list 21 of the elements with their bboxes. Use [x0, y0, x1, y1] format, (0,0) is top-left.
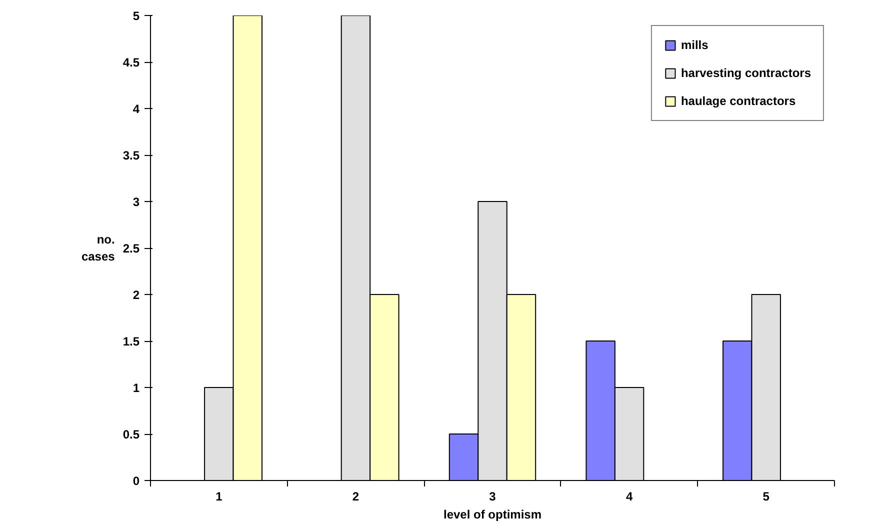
x-tick-label: 4: [626, 490, 633, 504]
legend-label: haulage contractors: [680, 94, 796, 108]
y-tick-label: 2: [132, 288, 140, 302]
y-tick-label: 3.5: [122, 148, 140, 162]
y-tick-label: 0: [132, 474, 140, 488]
x-tick-label: 1: [216, 490, 223, 504]
y-tick-label: 1.5: [122, 334, 140, 348]
x-tick-label: 3: [489, 490, 496, 504]
y-tick-label: 5: [132, 9, 140, 23]
y-tick-label: 3: [132, 195, 140, 209]
y-axis-title: no. cases: [81, 232, 116, 264]
y-tick-label: 2.5: [122, 242, 140, 256]
x-axis-title: level of optimism: [443, 508, 542, 522]
y-tick-label: 4: [132, 102, 140, 116]
x-tick-label: 5: [762, 490, 770, 504]
y-tick-label: 4.5: [122, 56, 140, 70]
y-tick-label: 1: [132, 381, 140, 395]
x-tick-label: 2: [352, 490, 360, 504]
legend-label: mills: [680, 38, 708, 52]
legend-label: harvesting contractors: [680, 66, 811, 80]
y-tick-label: 0.5: [122, 428, 140, 442]
